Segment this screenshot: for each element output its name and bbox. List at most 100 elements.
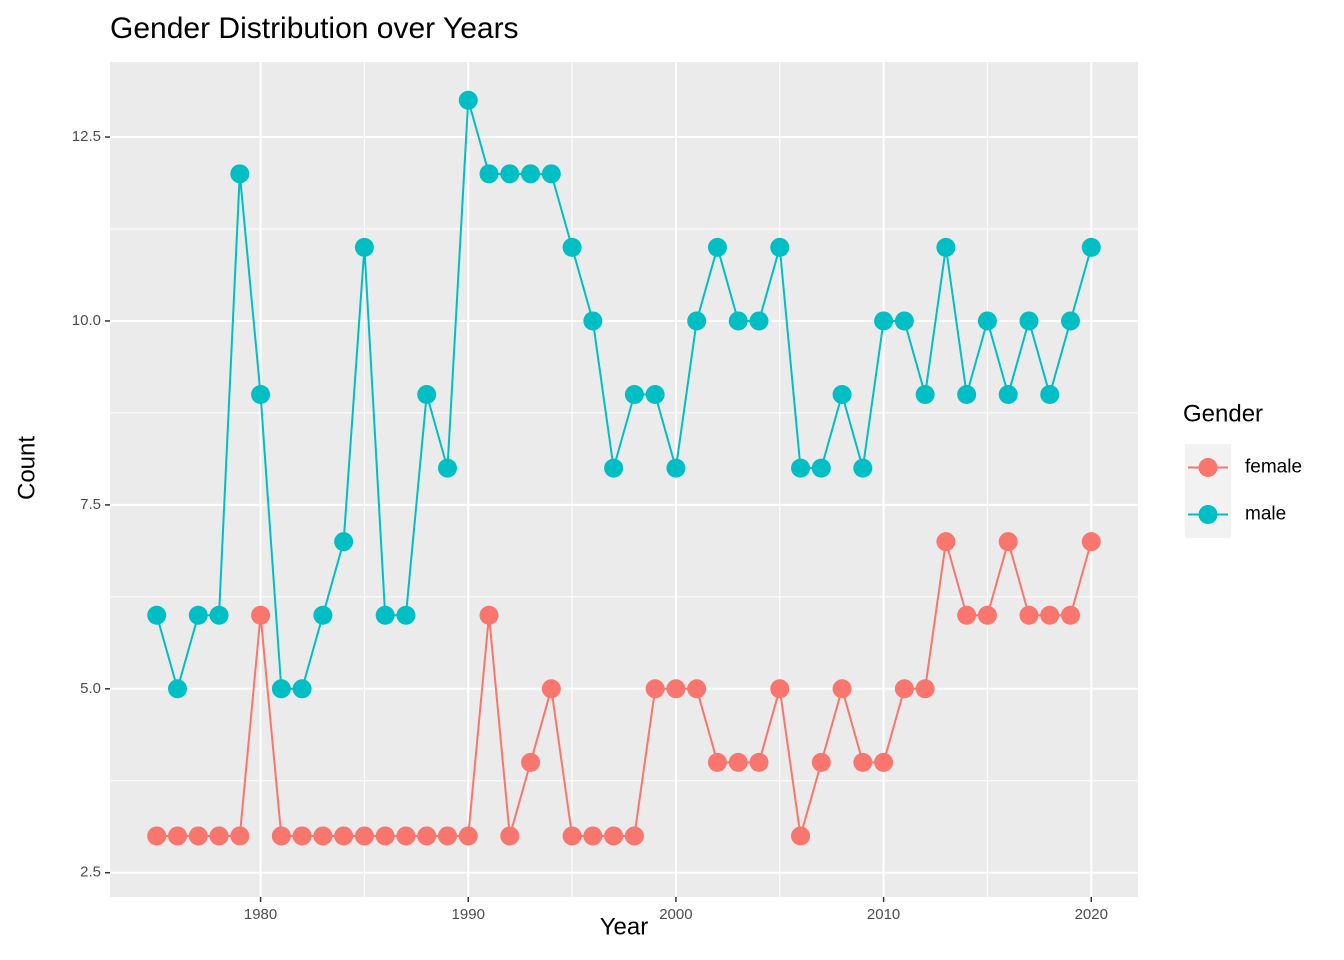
x-tick-label: 1990 xyxy=(452,906,485,923)
data-point xyxy=(147,605,167,625)
data-point xyxy=(437,458,457,478)
data-point xyxy=(749,752,769,772)
x-tick-label: 2010 xyxy=(867,906,900,923)
data-point xyxy=(977,605,997,625)
data-point xyxy=(251,605,271,625)
data-point xyxy=(1081,532,1101,552)
data-point xyxy=(583,311,603,331)
data-point xyxy=(396,605,416,625)
data-point xyxy=(167,826,187,846)
data-point xyxy=(894,679,914,699)
data-point xyxy=(271,679,291,699)
x-axis-label: Year xyxy=(600,913,649,940)
data-point xyxy=(562,826,582,846)
data-point xyxy=(998,385,1018,405)
data-point xyxy=(874,311,894,331)
data-point xyxy=(396,826,416,846)
data-point xyxy=(832,679,852,699)
data-point xyxy=(915,385,935,405)
data-point xyxy=(541,164,561,184)
data-point xyxy=(915,679,935,699)
data-point xyxy=(957,605,977,625)
data-point xyxy=(666,679,686,699)
data-point xyxy=(874,752,894,772)
data-point xyxy=(417,385,437,405)
data-point xyxy=(707,752,727,772)
y-tick-label: 5.0 xyxy=(80,680,101,697)
data-point xyxy=(334,826,354,846)
data-point xyxy=(936,237,956,257)
data-point xyxy=(832,385,852,405)
data-point xyxy=(271,826,291,846)
plot-panel xyxy=(110,62,1138,897)
data-point xyxy=(500,164,520,184)
data-point xyxy=(811,752,831,772)
series-line xyxy=(155,99,1093,693)
data-point xyxy=(521,752,541,772)
x-tick-label: 2000 xyxy=(659,906,692,923)
data-point xyxy=(375,826,395,846)
data-point xyxy=(230,826,250,846)
data-point xyxy=(770,679,790,699)
data-point xyxy=(521,164,541,184)
data-point xyxy=(354,237,374,257)
data-point xyxy=(770,237,790,257)
data-point xyxy=(1061,311,1081,331)
legend-title: Gender xyxy=(1183,400,1263,427)
data-point xyxy=(292,679,312,699)
data-point xyxy=(479,605,499,625)
legend-key-point xyxy=(1198,458,1218,477)
legend-key-point xyxy=(1198,505,1218,524)
data-point xyxy=(313,826,333,846)
legend-label: male xyxy=(1245,504,1286,525)
data-point xyxy=(562,237,582,257)
data-point xyxy=(541,679,561,699)
data-point xyxy=(604,826,624,846)
data-point xyxy=(167,679,187,699)
data-point xyxy=(188,605,208,625)
data-point xyxy=(1040,605,1060,625)
data-point xyxy=(957,385,977,405)
data-point xyxy=(853,458,873,478)
data-point xyxy=(791,458,811,478)
data-point xyxy=(230,164,250,184)
y-tick-label: 2.5 xyxy=(80,864,101,881)
data-point xyxy=(292,826,312,846)
data-point xyxy=(728,311,748,331)
data-point xyxy=(209,605,229,625)
series-line xyxy=(156,537,1093,837)
data-point xyxy=(500,826,520,846)
data-point xyxy=(1040,385,1060,405)
data-point xyxy=(645,679,665,699)
legend-label: female xyxy=(1245,457,1302,478)
y-tick-label: 12.5 xyxy=(72,128,101,145)
data-point xyxy=(1081,237,1101,257)
data-point xyxy=(707,237,727,257)
data-point xyxy=(749,311,769,331)
data-point xyxy=(977,311,997,331)
data-point xyxy=(458,90,478,110)
data-point xyxy=(458,826,478,846)
data-point xyxy=(645,385,665,405)
data-point xyxy=(188,826,208,846)
data-point xyxy=(936,532,956,552)
y-axis-label: Count xyxy=(13,436,40,500)
data-point xyxy=(583,826,603,846)
data-point xyxy=(728,752,748,772)
data-point xyxy=(1019,311,1039,331)
data-point xyxy=(811,458,831,478)
y-tick-label: 10.0 xyxy=(72,312,101,329)
data-point xyxy=(437,826,457,846)
data-point xyxy=(147,826,167,846)
data-point xyxy=(1019,605,1039,625)
data-point xyxy=(687,679,707,699)
data-point xyxy=(1061,605,1081,625)
data-point xyxy=(313,605,333,625)
data-point xyxy=(604,458,624,478)
data-point xyxy=(334,532,354,552)
data-point xyxy=(791,826,811,846)
data-point xyxy=(479,164,499,184)
x-tick-label: 2020 xyxy=(1075,906,1108,923)
data-point xyxy=(354,826,374,846)
